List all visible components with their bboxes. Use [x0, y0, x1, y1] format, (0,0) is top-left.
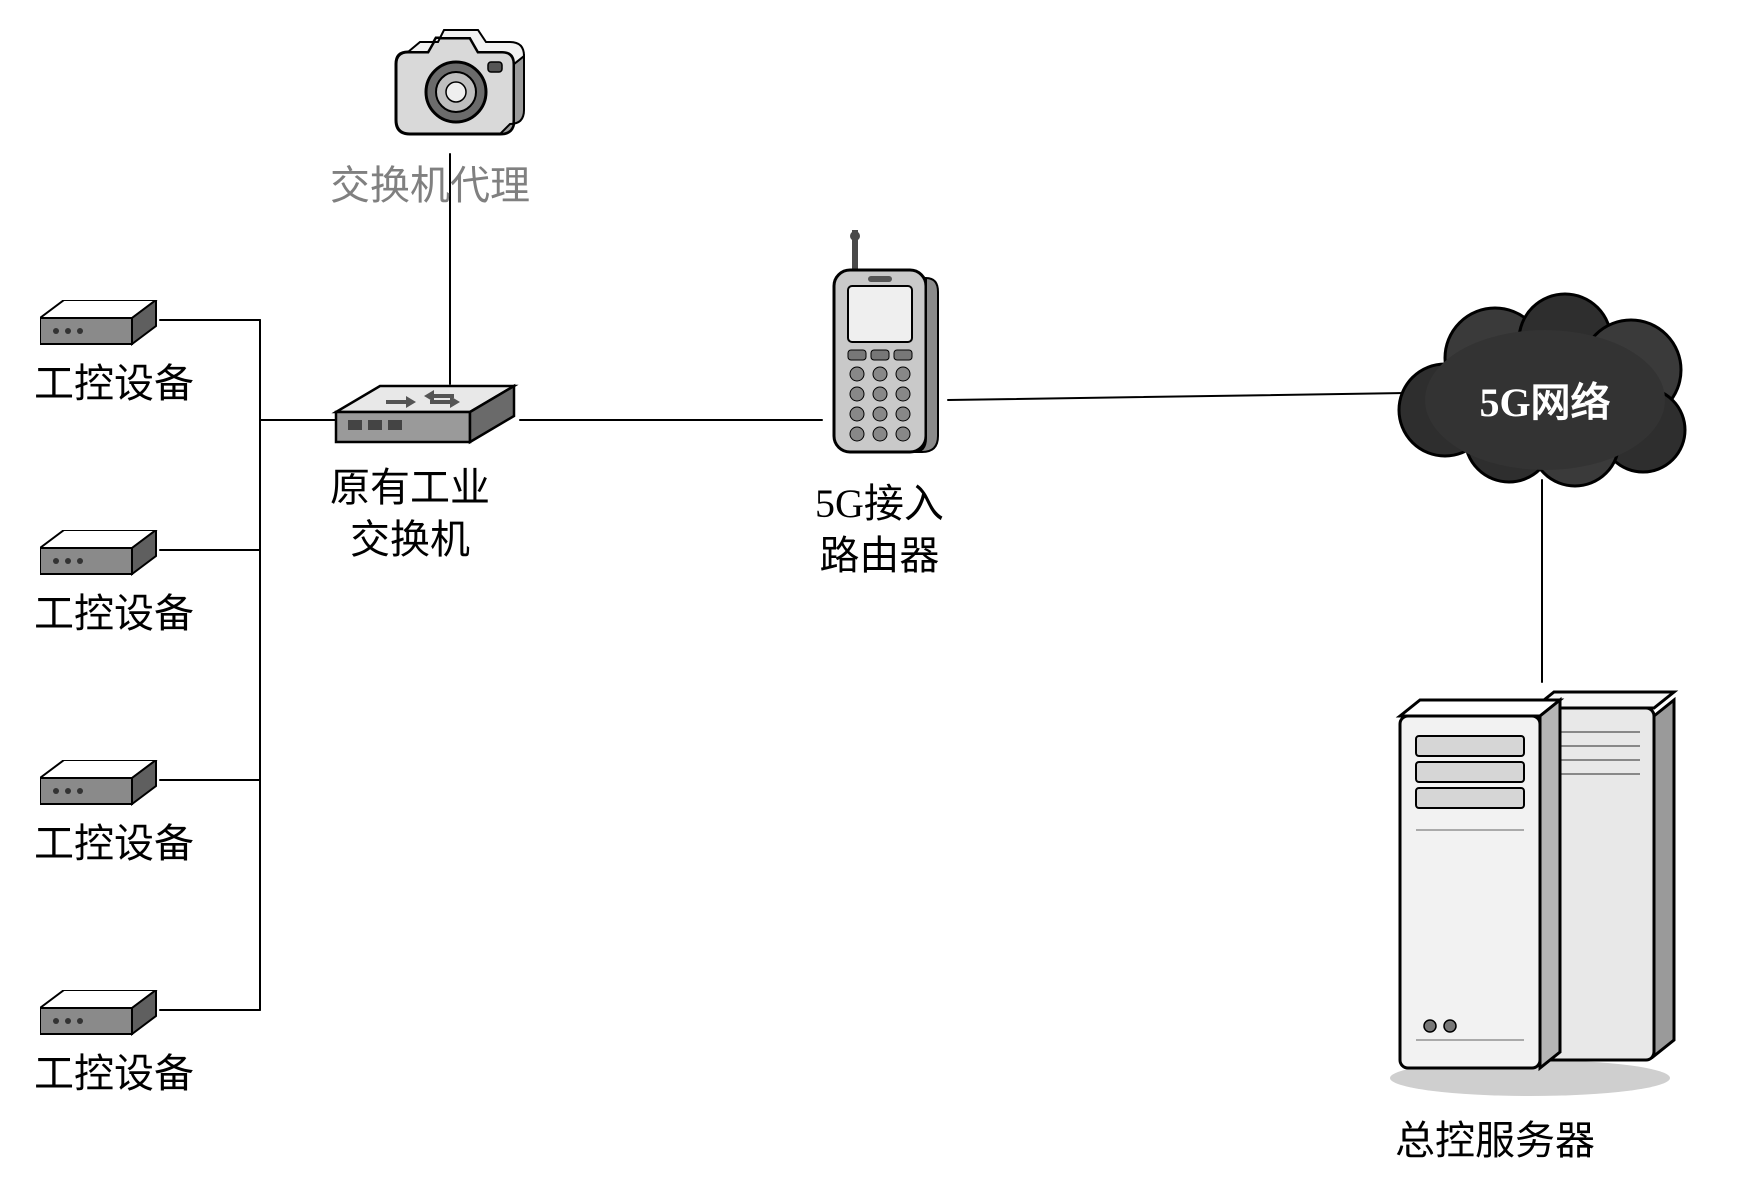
device-1-icon: [40, 300, 160, 348]
industrial-switch-label: 原有工业 交换机: [330, 462, 490, 566]
5g-cloud-icon: 5G网络: [1385, 280, 1705, 490]
device-4-label: 工控设备: [34, 1048, 194, 1100]
5g-router-label: 5G接入 路由器: [815, 478, 944, 582]
switch-proxy-icon: [378, 24, 528, 154]
switch-proxy-label: 交换机代理: [330, 160, 530, 212]
diagram-canvas: 工控设备 工控设备 工控设备 工控: [0, 0, 1759, 1198]
device-4-icon: [40, 990, 160, 1038]
device-2-icon: [40, 530, 160, 578]
device-3-label: 工控设备: [34, 818, 194, 870]
device-3-icon: [40, 760, 160, 808]
5g-cloud-label: 5G网络: [1385, 370, 1705, 428]
device-2-label: 工控设备: [34, 588, 194, 640]
master-server-label: 总控服务器: [1395, 1115, 1595, 1167]
master-server-icon: [1380, 680, 1680, 1100]
industrial-switch-icon: [330, 382, 520, 452]
5g-router-icon: [820, 230, 950, 460]
device-1-label: 工控设备: [34, 358, 194, 410]
